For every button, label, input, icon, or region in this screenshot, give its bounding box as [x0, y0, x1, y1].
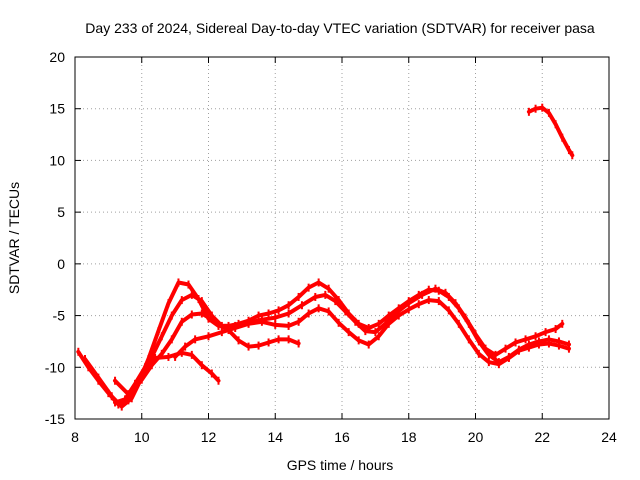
x-tick-label: 18 — [401, 429, 417, 445]
x-axis-label: GPS time / hours — [287, 457, 394, 473]
series-line-track-e — [173, 298, 571, 367]
x-tick-label: 16 — [334, 429, 350, 445]
x-tick-label: 8 — [71, 429, 79, 445]
y-tick-label: 5 — [57, 204, 65, 220]
x-tick-label: 20 — [468, 429, 484, 445]
y-tick-label: -5 — [53, 308, 66, 324]
y-tick-label: -10 — [45, 359, 65, 375]
x-tick-label: 10 — [134, 429, 150, 445]
series-line-track-b — [83, 286, 565, 409]
y-tick-label: 20 — [49, 49, 65, 65]
x-tick-label: 22 — [534, 429, 550, 445]
series-line-track-a — [76, 280, 571, 407]
y-tick-label: -15 — [45, 411, 65, 427]
y-axis-label: SDTVAR / TECUs — [6, 182, 22, 294]
y-tick-label: 10 — [49, 152, 65, 168]
series-line-track-f — [526, 105, 575, 158]
x-tick-label: 14 — [267, 429, 283, 445]
y-tick-label: 0 — [57, 256, 65, 272]
x-tick-label: 24 — [601, 429, 617, 445]
y-tick-label: 15 — [49, 101, 65, 117]
series-group — [76, 103, 575, 411]
x-tick-label: 12 — [201, 429, 217, 445]
axis-ticks: 8 10 12 14 16 18 20 22 24 -15 -10 -5 0 5 10 15 20 — [45, 49, 617, 445]
chart-title: Day 233 of 2024, Sidereal Day-to-day VTE… — [85, 20, 595, 36]
